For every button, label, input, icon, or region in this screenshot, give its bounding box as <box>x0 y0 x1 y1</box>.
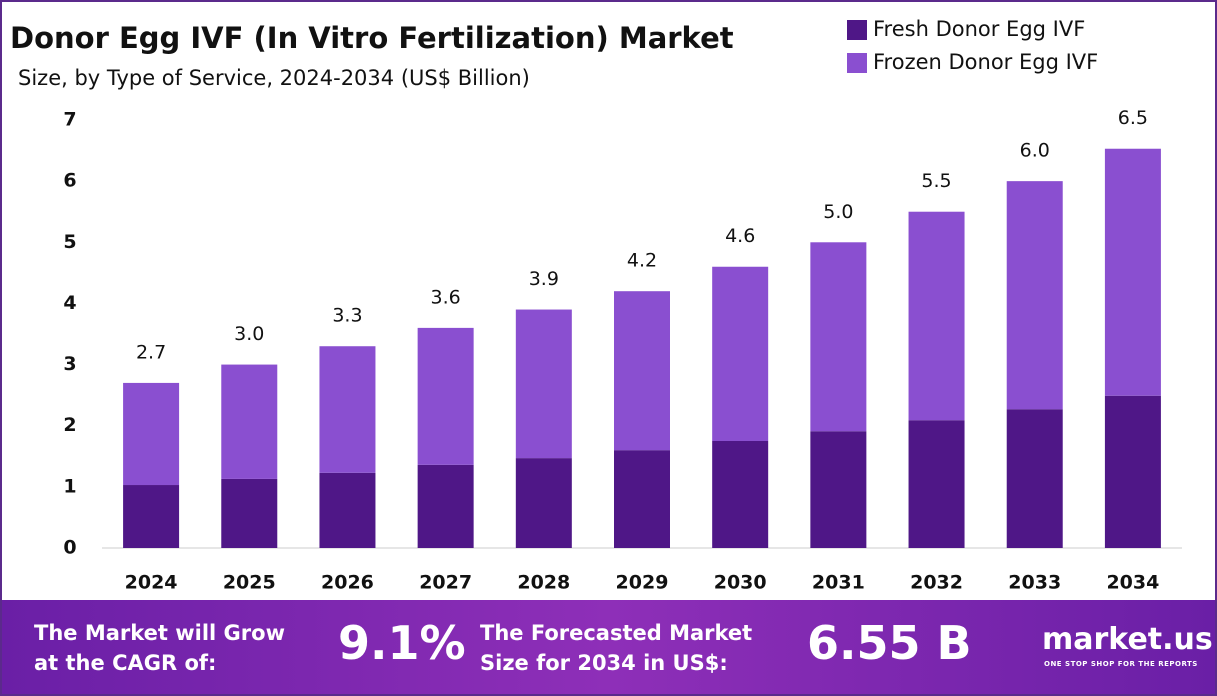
x-tick-label: 2025 <box>223 572 276 594</box>
x-tick-label: 2033 <box>1008 572 1061 594</box>
chart-title: Donor Egg IVF (In Vitro Fertilization) M… <box>10 21 734 55</box>
bar-segment <box>319 346 376 473</box>
legend-swatch <box>847 20 867 40</box>
x-tick-label: 2034 <box>1106 572 1159 594</box>
bar-segment <box>712 266 769 441</box>
forecast-value: 6.55 B <box>807 616 972 670</box>
x-tick-label: 2028 <box>517 572 570 594</box>
bar-segment <box>810 431 867 548</box>
bar-segment <box>1006 181 1063 410</box>
chart: Donor Egg IVF (In Vitro Fertilization) M… <box>10 17 1182 594</box>
total-label: 3.3 <box>332 305 362 327</box>
total-label: 2.7 <box>136 341 166 363</box>
bar-segment <box>123 485 180 548</box>
bar-segment <box>908 420 965 548</box>
y-tick-label: 2 <box>63 414 76 436</box>
x-tick-label: 2030 <box>714 572 767 594</box>
x-tick-label: 2024 <box>125 572 178 594</box>
bar-segment <box>1104 395 1161 548</box>
bar-segment <box>614 291 670 451</box>
bar-segment <box>515 458 572 548</box>
brand: market.us <box>1042 622 1213 657</box>
bar-segment <box>712 441 769 548</box>
x-tick-label: 2027 <box>419 572 472 594</box>
bar-segment <box>1104 148 1161 396</box>
x-tick-label: 2032 <box>910 572 963 594</box>
footer: The Market will Grow at the CAGR of: 9.1… <box>2 600 1215 694</box>
bar-segment <box>614 450 670 548</box>
x-tick-label: 2026 <box>321 572 374 594</box>
cagr-value: 9.1% <box>338 616 466 670</box>
total-label: 6.0 <box>1020 140 1050 162</box>
y-tick-label: 5 <box>63 231 76 253</box>
total-label: 4.2 <box>627 250 657 272</box>
total-label: 5.0 <box>823 201 853 223</box>
total-label: 3.0 <box>234 323 264 345</box>
bar-segment <box>515 309 572 459</box>
y-tick-label: 1 <box>63 475 76 497</box>
legend-label: Fresh Donor Egg IVF <box>873 17 1085 41</box>
bar-segment <box>1006 409 1063 548</box>
bar-segment <box>221 364 278 479</box>
total-label: 3.9 <box>529 268 559 290</box>
y-tick-label: 3 <box>63 353 76 375</box>
cagr-text: The Market will Grow at the CAGR of: <box>34 621 285 675</box>
total-label: 6.5 <box>1118 107 1148 129</box>
total-label: 3.6 <box>431 286 461 308</box>
bar-segment <box>908 211 965 421</box>
tagline: ONE STOP SHOP FOR THE REPORTS <box>1044 660 1198 668</box>
forecast-text: The Forecasted Market Size for 2034 in U… <box>480 621 753 675</box>
bar-segment <box>123 382 180 486</box>
bar-segment <box>417 327 474 465</box>
total-label: 5.5 <box>921 170 951 192</box>
legend-label: Frozen Donor Egg IVF <box>873 50 1098 74</box>
chart-subtitle: Size, by Type of Service, 2024-2034 (US$… <box>18 66 530 90</box>
total-label: 4.6 <box>725 225 755 247</box>
y-tick-label: 7 <box>63 109 76 131</box>
bar-segment <box>417 464 474 548</box>
legend-swatch <box>847 53 867 73</box>
y-tick-label: 0 <box>63 537 76 559</box>
y-tick-label: 4 <box>63 292 76 314</box>
bar-segment <box>319 472 376 548</box>
bar-segment <box>221 478 278 548</box>
y-tick-label: 6 <box>63 170 76 192</box>
x-tick-label: 2031 <box>812 572 865 594</box>
bar-segment <box>810 242 867 432</box>
x-tick-label: 2029 <box>616 572 669 594</box>
